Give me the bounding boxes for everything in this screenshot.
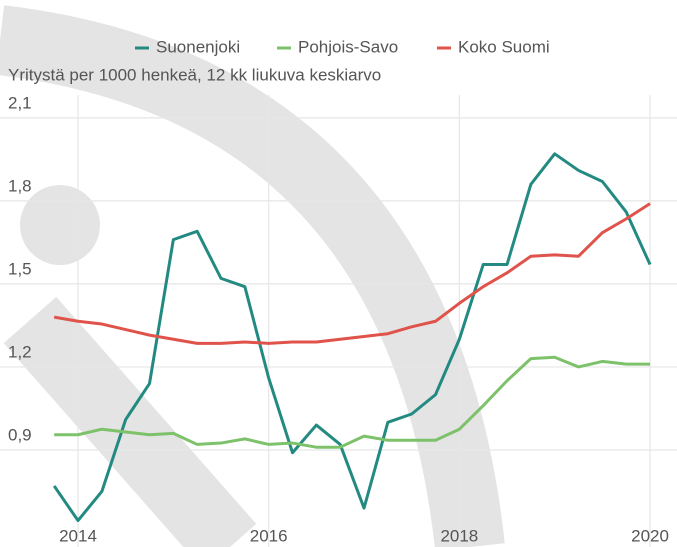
x-tick-label: 2020 xyxy=(631,526,669,545)
x-tick-label: 2016 xyxy=(250,526,288,545)
y-tick-label: 1,5 xyxy=(8,259,32,278)
y-tick-label: 1,2 xyxy=(8,342,32,361)
series-line xyxy=(52,152,652,523)
subtitle: Yritystä per 1000 henkeä, 12 kk liukuva … xyxy=(8,65,381,84)
x-tick-label: 2014 xyxy=(59,526,97,545)
y-tick-label: 0,9 xyxy=(8,425,32,444)
legend-label: Pohjois-Savo xyxy=(298,37,398,56)
x-tick-label: 2018 xyxy=(440,526,478,545)
series-line xyxy=(53,202,651,345)
legend-label: Suonenjoki xyxy=(156,37,240,56)
watermark xyxy=(0,5,505,547)
legend-label: Koko Suomi xyxy=(458,37,550,56)
watermark-dot xyxy=(20,185,100,265)
legend: Suonenjoki Pohjois-Savo Koko Suomi xyxy=(135,37,550,56)
series-line xyxy=(54,355,651,449)
y-tick-label: 1,8 xyxy=(8,176,32,195)
lines xyxy=(52,152,652,523)
y-tick-label: 2,1 xyxy=(8,93,32,112)
